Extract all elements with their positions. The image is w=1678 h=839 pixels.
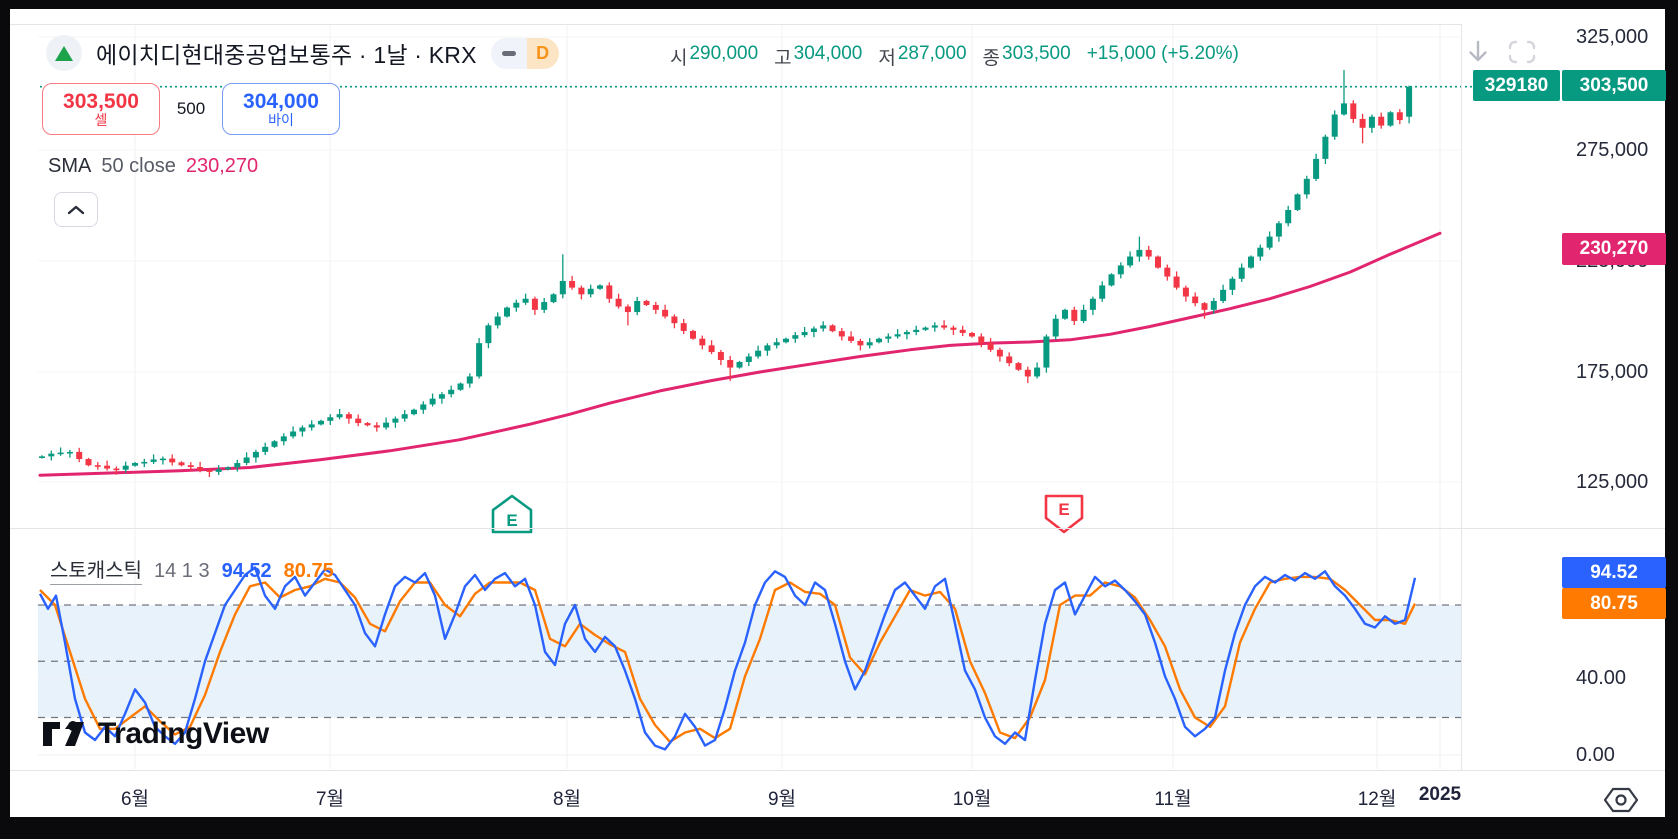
ohlc-readout: 시 290,000 고 304,000 저 287,000 종 303,500 +15,… <box>670 43 1239 70</box>
down-arrow-icon <box>1469 40 1487 62</box>
buy-label: 바이 <box>268 111 294 128</box>
symbol-logo[interactable] <box>46 35 82 71</box>
stochastic-k-line[interactable] <box>38 566 1417 751</box>
sell-price: 303,500 <box>63 89 139 113</box>
stoch-axis-label: 0.00 <box>1576 744 1615 766</box>
low-value: 287,000 <box>897 43 967 64</box>
open-label: 시 <box>670 48 688 69</box>
stochastic-d-value: 80.75 <box>283 560 334 582</box>
sma-params: 50 close <box>101 155 176 177</box>
stochastic-params: 14 1 3 <box>154 560 210 582</box>
buy-button[interactable]: 304,000 바이 <box>222 83 340 135</box>
hexagon-gear-icon <box>1603 787 1639 813</box>
earnings-marker-up[interactable]: E <box>491 494 533 534</box>
interval-selector[interactable]: D <box>490 37 559 69</box>
high-label: 고 <box>774 48 792 69</box>
frame-brackets-icon <box>1508 40 1536 64</box>
buy-price: 304,000 <box>243 89 319 113</box>
open-value: 290,000 <box>689 43 759 64</box>
close-label: 종 <box>982 48 1000 69</box>
stochastic-k-value: 94.52 <box>221 560 272 582</box>
price-axis-label: 125,000 <box>1576 471 1649 493</box>
screenshot-button[interactable] <box>1506 37 1538 67</box>
close-value: 303,500 <box>1002 43 1071 64</box>
svg-text:E: E <box>506 511 517 530</box>
price-axis-label: 175,000 <box>1576 361 1649 383</box>
stoch-k-badge: 94.52 <box>1562 557 1666 588</box>
price-gridlines <box>38 36 1461 483</box>
price-axis-border <box>1461 24 1462 770</box>
time-axis-label: 10월 <box>952 789 992 810</box>
sell-button[interactable]: 303,500 셀 <box>42 83 160 135</box>
minus-handle-icon <box>501 50 516 56</box>
stochastic-name[interactable]: 스토캐스틱 <box>50 554 142 585</box>
stochastic-legend[interactable]: 스토캐스틱 14 1 3 94.52 80.75 <box>50 554 334 585</box>
sma-line[interactable] <box>38 231 1442 477</box>
triangle-logo-icon <box>55 45 73 61</box>
last-price-badge: 303,500 <box>1562 70 1666 101</box>
time-axis-label: 6월 <box>120 789 150 810</box>
stoch-axis-label: 40.00 <box>1576 667 1627 689</box>
pane-top-border <box>10 24 1461 25</box>
sma-legend[interactable]: SMA 50 close 230,270 <box>48 155 258 178</box>
price-axis-label: 325,000 <box>1576 26 1649 48</box>
symbol-title[interactable]: 에이치디현대중공업보통주 · 1날 · KRX <box>96 42 477 68</box>
collapse-legend-button[interactable] <box>54 192 98 227</box>
candlestick-series[interactable] <box>39 70 1413 478</box>
time-axis-label: 11월 <box>1154 789 1192 810</box>
time-axis-label: 2025 <box>1418 784 1462 805</box>
bar-countdown-badge: 329180 <box>1473 70 1560 101</box>
spread-value: 500 <box>160 95 222 123</box>
timezone-settings-button[interactable] <box>1602 786 1642 819</box>
drag-handle-icon[interactable] <box>490 37 527 69</box>
stoch-d-badge: 80.75 <box>1562 588 1666 619</box>
tradingview-mark-icon <box>43 721 84 746</box>
tradingview-logo[interactable]: TradingView <box>42 717 269 751</box>
high-value: 304,000 <box>793 43 863 64</box>
pane-separator[interactable] <box>10 528 1665 529</box>
time-axis-label: 7월 <box>315 789 345 810</box>
vertical-gridlines <box>134 25 1441 769</box>
sma-name[interactable]: SMA <box>48 155 92 177</box>
earnings-marker-down[interactable]: E <box>1044 494 1084 534</box>
sma-price-badge: 230,270 <box>1562 233 1666 265</box>
sma-value: 230,270 <box>185 155 259 177</box>
time-axis-label: 9월 <box>767 789 797 810</box>
change-value: +15,000 (+5.20%) <box>1086 43 1239 64</box>
chevron-up-icon <box>67 205 85 214</box>
time-axis-label: 12월 <box>1357 789 1397 810</box>
time-axis-border <box>10 770 1665 771</box>
price-axis-label: 275,000 <box>1576 139 1649 161</box>
svg-text:E: E <box>1058 500 1069 519</box>
scroll-to-latest-button[interactable] <box>1462 37 1494 67</box>
chart-plot-area[interactable]: EE <box>10 9 1678 839</box>
stochastic-d-line[interactable] <box>39 575 1417 744</box>
interval-label[interactable]: D <box>526 37 559 69</box>
time-axis-label: 8월 <box>552 789 582 810</box>
sell-label: 셀 <box>94 111 108 128</box>
low-label: 저 <box>878 48 896 69</box>
tradingview-wordmark: TradingView <box>98 717 269 750</box>
